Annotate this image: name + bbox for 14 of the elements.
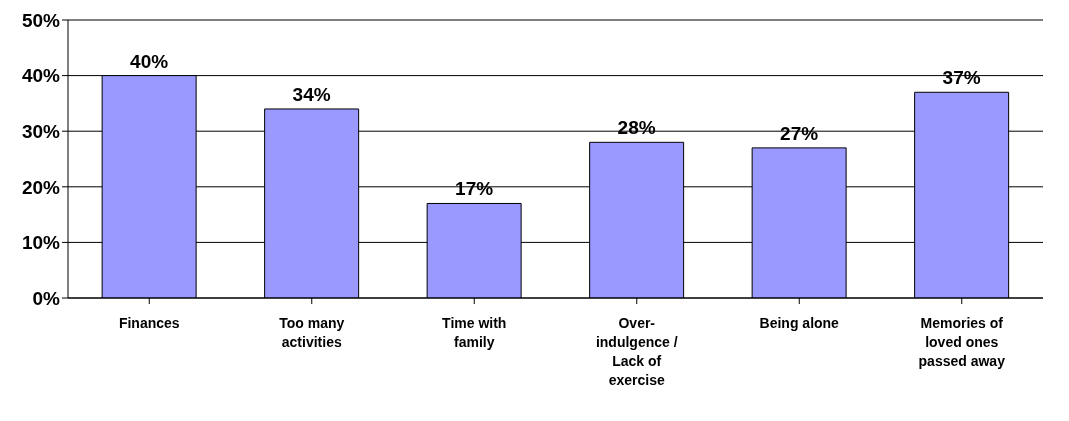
x-tick-label: Being alone (759, 315, 840, 331)
y-tick-label: 0% (32, 287, 61, 309)
data-label: 40% (130, 50, 169, 72)
data-label: 34% (292, 83, 331, 105)
x-tick-label: Memories of loved ones passed away (918, 315, 1006, 369)
y-tick-label: 10% (21, 232, 61, 254)
x-tick-label: Time with family (442, 315, 507, 350)
y-tick-label: 30% (21, 120, 61, 142)
x-tick-label: Too many activities (279, 315, 345, 350)
x-tick-label: Finances (118, 315, 180, 331)
y-tick-label: 20% (21, 176, 61, 198)
y-tick-label: 40% (21, 65, 61, 87)
y-tick-label: 50% (21, 9, 61, 31)
x-tick-label: Over-indulgence / Lack of exercise (595, 315, 678, 388)
